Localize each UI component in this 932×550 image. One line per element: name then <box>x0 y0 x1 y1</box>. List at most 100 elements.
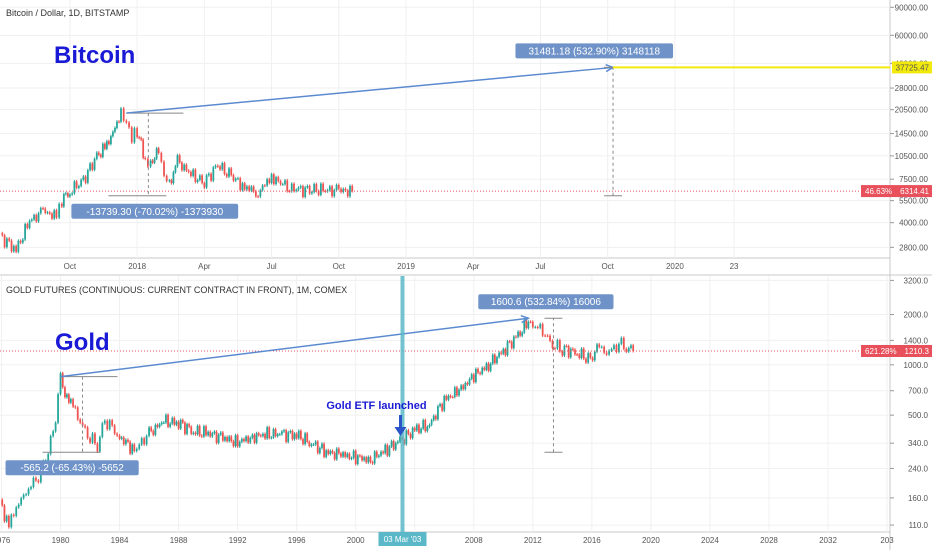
gold-candle-body <box>171 417 174 424</box>
bitcoin-time-tick-label: 2018 <box>128 262 146 271</box>
gold-candle-body <box>215 431 218 443</box>
bitcoin-price-tick-label: 14500.00 <box>895 130 929 139</box>
gold-candle-body <box>217 434 220 443</box>
gold-candle-body <box>491 354 494 364</box>
gold-candle-body <box>108 420 111 430</box>
bitcoin-time-tick-label: 2020 <box>666 262 684 271</box>
gold-candle-body <box>529 321 532 323</box>
gold-candle-body <box>449 395 452 397</box>
gold-candle-body <box>365 457 368 463</box>
gold-candle-body <box>312 444 315 446</box>
bitcoin-candle-body <box>103 143 106 149</box>
gold-fall-label: -565.2 (-65.43%) -5652 <box>20 463 124 474</box>
gold-candle-body <box>361 456 363 461</box>
gold-candle-body <box>251 434 254 438</box>
gold-time-axis: 1976198019841988199219962000200420082012… <box>0 536 894 545</box>
gold-candle-body <box>10 514 13 528</box>
gold-candle-body <box>202 426 205 437</box>
bitcoin-candle-body <box>17 240 20 252</box>
bitcoin-candle-body <box>99 154 102 157</box>
gold-annotations: 621.28% 1210.3 1600.6 (532.84%) 16006 -565.… <box>0 276 932 546</box>
gold-candle-body <box>113 425 116 434</box>
gold-candle-body <box>580 348 583 358</box>
gold-candle-body <box>160 422 163 425</box>
gold-candle-body <box>539 324 542 328</box>
gold-candle-body <box>190 426 193 434</box>
gold-candle-body <box>422 420 425 429</box>
bitcoin-candle-body <box>196 179 199 182</box>
bitcoin-candle-body <box>120 108 122 122</box>
gold-candle-body <box>500 352 503 354</box>
gold-candle-body <box>337 448 340 454</box>
bitcoin-candle-body <box>80 179 83 187</box>
bitcoin-candle-body <box>163 161 165 176</box>
bitcoin-candle-body <box>349 185 351 197</box>
gold-candle-body <box>460 385 463 390</box>
gold-candle-body <box>236 435 239 447</box>
bitcoin-candle-body <box>216 165 219 167</box>
bitcoin-candle-body <box>221 163 224 170</box>
bitcoin-candle-body <box>140 137 143 140</box>
gold-candle-body <box>331 450 334 453</box>
gold-candle-body <box>3 505 6 522</box>
gold-candle-body <box>255 433 258 443</box>
gold-time-tick-label: 2032 <box>819 536 837 545</box>
bitcoin-candle-body <box>279 181 282 185</box>
bitcoin-target-tag <box>892 61 932 74</box>
gold-candle-body <box>582 348 585 359</box>
bitcoin-candle-body <box>51 213 53 219</box>
bitcoin-time-tick-label: Jul <box>535 262 545 271</box>
bitcoin-candle-body <box>266 179 268 186</box>
gold-candle-body <box>285 430 288 442</box>
gold-candle-body <box>81 422 84 426</box>
bitcoin-candle-body <box>110 136 112 145</box>
bitcoin-candle-body <box>176 155 179 167</box>
bitcoin-candle-body <box>306 185 309 188</box>
gold-candle-body <box>5 515 8 522</box>
gold-candle-body <box>272 429 275 438</box>
bitcoin-candle-body <box>288 191 291 193</box>
bitcoin-candle-body <box>214 165 217 168</box>
gold-candle-body <box>608 350 610 355</box>
gold-candle-body <box>598 344 601 347</box>
gold-candle-body <box>589 353 592 358</box>
bitcoin-candle-body <box>66 193 69 197</box>
bitcoin-candle-body <box>165 175 168 182</box>
gold-candle-body <box>310 444 313 446</box>
gold-candle-body <box>502 348 505 354</box>
gold-candle-body <box>386 444 389 456</box>
gold-candle-body <box>340 453 342 457</box>
gold-etf-date: 03 Mar '03 <box>384 535 422 544</box>
gold-candle-body <box>278 434 281 436</box>
bitcoin-candle-body <box>37 213 40 222</box>
bitcoin-candle-body <box>237 178 239 180</box>
bitcoin-candle-body <box>42 208 44 210</box>
bitcoin-price-tick-label: 20500.00 <box>895 106 929 115</box>
bitcoin-candle-body <box>185 164 188 171</box>
gold-last-price-value: 1210.3 <box>905 347 930 356</box>
bitcoin-candle-body <box>153 158 156 163</box>
gold-candle-body <box>453 387 456 398</box>
gold-candle-body <box>148 427 150 436</box>
gold-candle-body <box>493 354 496 364</box>
gold-time-tick-label: 1996 <box>288 536 306 545</box>
bitcoin-candle-body <box>333 190 336 197</box>
gold-candle-body <box>27 488 30 495</box>
bitcoin-candle-body <box>6 238 8 248</box>
bitcoin-fall-label: -13739.30 (-70.02%) -1373930 <box>86 207 223 218</box>
bitcoin-candle-body <box>33 215 35 220</box>
gold-candle-body <box>221 432 224 441</box>
bitcoin-last-price-value: 6314.41 <box>900 187 929 196</box>
gold-candle-body <box>122 437 125 445</box>
gold-candle-body <box>373 451 376 464</box>
bitcoin-time-tick-label: Apr <box>467 262 480 271</box>
gold-candle-body <box>428 424 431 427</box>
gold-candle-body <box>165 414 167 423</box>
bitcoin-candle-body <box>194 169 197 182</box>
bitcoin-candle-body <box>44 208 47 213</box>
bitcoin-candle-body <box>344 188 347 191</box>
gold-last-price-percent: 621.28% <box>865 347 897 356</box>
bitcoin-time-tick-label: 2019 <box>397 262 415 271</box>
gold-candle-body <box>184 422 186 434</box>
